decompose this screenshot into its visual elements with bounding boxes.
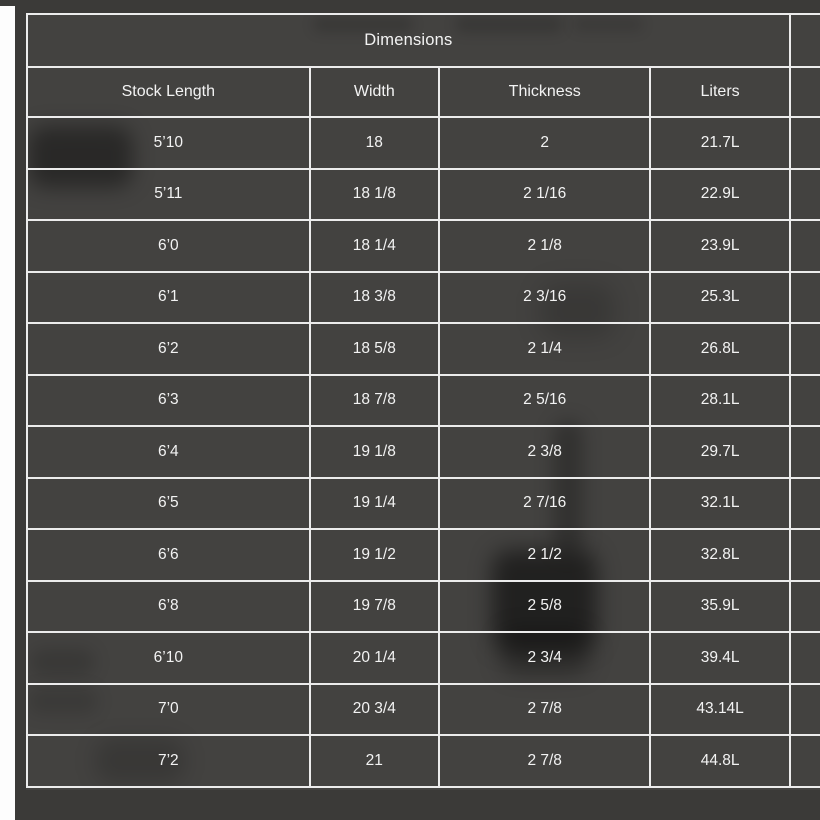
table-cell: 2 7/8 [437, 734, 652, 788]
table-cell: 6’0 [26, 219, 311, 273]
table-cell: 32.8L [649, 528, 791, 582]
table-cell: 43.14L [649, 682, 791, 736]
column-header-row: Stock Length Width Thickness Liters [26, 66, 820, 118]
table-row: 6’8 19 7/8 2 5/8 35.9L [26, 579, 820, 633]
table-cell: 6’8 [26, 579, 311, 633]
table-cell: 2 5/8 [437, 579, 652, 633]
table-cell: 35.9L [649, 579, 791, 633]
table-cell: 6’1 [26, 270, 311, 324]
table-cell: 19 1/8 [308, 425, 440, 479]
table-row: 6’10 20 1/4 2 3/4 39.4L [26, 631, 820, 685]
table-cell: 19 1/2 [308, 528, 440, 582]
cutoff-column-cell [788, 322, 820, 376]
table-cell: 18 7/8 [308, 373, 440, 427]
table-cell: 19 7/8 [308, 579, 440, 633]
table-cell: 20 3/4 [308, 682, 440, 736]
table-cell: 2 3/16 [437, 270, 652, 324]
cutoff-column-cell [788, 476, 820, 530]
table-cell: 44.8L [649, 734, 791, 788]
table-cell: 19 1/4 [308, 476, 440, 530]
table-title-row: Dimensions [26, 13, 820, 68]
dimensions-table-area: Dimensions Stock Length Width Thickness … [26, 13, 820, 790]
table-row: 6’4 19 1/8 2 3/8 29.7L [26, 425, 820, 479]
table-row: 6’3 18 7/8 2 5/16 28.1L [26, 373, 820, 427]
table-row: 6’1 18 3/8 2 3/16 25.3L [26, 270, 820, 324]
table-cell: 6’4 [26, 425, 311, 479]
column-header-width: Width [308, 66, 440, 118]
table-cell: 18 3/8 [308, 270, 440, 324]
table-cell: 2 1/2 [437, 528, 652, 582]
table-cell: 32.1L [649, 476, 791, 530]
cutoff-column-cell [788, 631, 820, 685]
table-row: 6’0 18 1/4 2 1/8 23.9L [26, 219, 820, 273]
column-header-liters: Liters [649, 66, 791, 118]
column-header-stock-length: Stock Length [26, 66, 311, 118]
table-cell: 2 7/16 [437, 476, 652, 530]
table-cell: 6’5 [26, 476, 311, 530]
cutoff-header-cell [788, 66, 820, 118]
table-cell: 25.3L [649, 270, 791, 324]
table-cell: 26.8L [649, 322, 791, 376]
table-cell: 18 [308, 116, 440, 170]
cutoff-column-cell [788, 167, 820, 221]
cutoff-column-cell [788, 116, 820, 170]
table-cell: 5’10 [26, 116, 311, 170]
table-cell: 28.1L [649, 373, 791, 427]
table-cell: 18 1/4 [308, 219, 440, 273]
table-cell: 2 [437, 116, 652, 170]
cutoff-column-cell [788, 373, 820, 427]
table-cell: 39.4L [649, 631, 791, 685]
table-cell: 7’2 [26, 734, 311, 788]
table-cell: 5’11 [26, 167, 311, 221]
cutoff-column-cell [788, 425, 820, 479]
table-cell: 2 1/8 [437, 219, 652, 273]
table-cell: 2 3/4 [437, 631, 652, 685]
table-row: 6’5 19 1/4 2 7/16 32.1L [26, 476, 820, 530]
table-cell: 23.9L [649, 219, 791, 273]
table-body: 5’10 18 2 21.7L 5’11 18 1/8 2 1/16 22.9L 6’0 18 1… [26, 116, 820, 788]
table-cell: 2 1/16 [437, 167, 652, 221]
dimensions-table: Dimensions Stock Length Width Thickness … [26, 13, 820, 788]
cutoff-column-cell [788, 270, 820, 324]
table-cell: 6’3 [26, 373, 311, 427]
table-row: 6’6 19 1/2 2 1/2 32.8L [26, 528, 820, 582]
table-cell: 2 1/4 [437, 322, 652, 376]
table-cell: 29.7L [649, 425, 791, 479]
page-side-strip [0, 6, 15, 820]
table-cell: 21.7L [649, 116, 791, 170]
table-cell: 6’2 [26, 322, 311, 376]
column-header-thickness: Thickness [437, 66, 652, 118]
cutoff-column-cell [788, 734, 820, 788]
cutoff-column-cell [788, 528, 820, 582]
cutoff-column-cell [788, 219, 820, 273]
table-cell: 18 1/8 [308, 167, 440, 221]
table-cell: 20 1/4 [308, 631, 440, 685]
table-cell: 18 5/8 [308, 322, 440, 376]
table-cell: 2 7/8 [437, 682, 652, 736]
table-cell: 7’0 [26, 682, 311, 736]
table-cell: 2 5/16 [437, 373, 652, 427]
table-title: Dimensions [26, 13, 791, 68]
cutoff-title-cell [788, 13, 820, 68]
table-cell: 21 [308, 734, 440, 788]
cutoff-column-cell [788, 579, 820, 633]
table-row: 5’10 18 2 21.7L [26, 116, 820, 170]
table-row: 7’0 20 3/4 2 7/8 43.14L [26, 682, 820, 736]
table-cell: 6’6 [26, 528, 311, 582]
table-row: 7’2 21 2 7/8 44.8L [26, 734, 820, 788]
table-row: 5’11 18 1/8 2 1/16 22.9L [26, 167, 820, 221]
table-cell: 22.9L [649, 167, 791, 221]
cutoff-column-cell [788, 682, 820, 736]
table-cell: 6’10 [26, 631, 311, 685]
table-cell: 2 3/8 [437, 425, 652, 479]
table-row: 6’2 18 5/8 2 1/4 26.8L [26, 322, 820, 376]
